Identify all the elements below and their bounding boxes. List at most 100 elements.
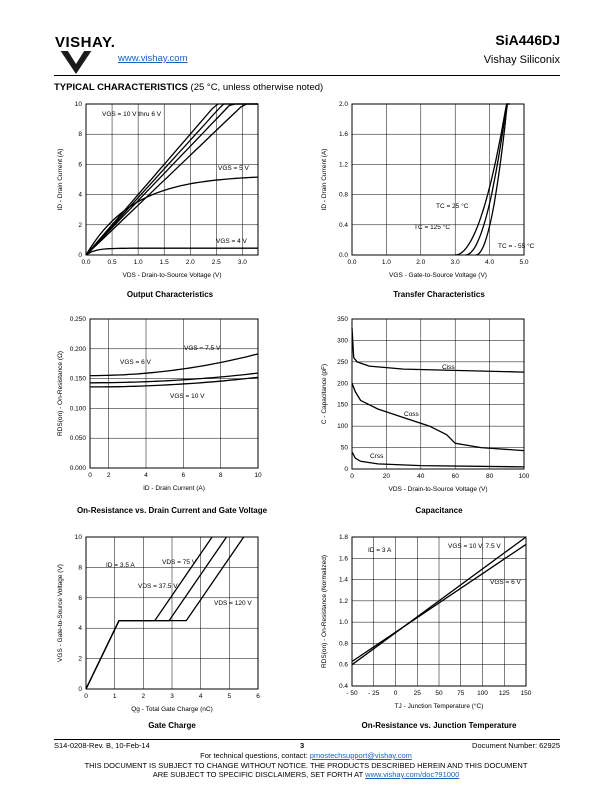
series-curve	[85, 536, 245, 690]
y-tick-label: 0.0	[339, 252, 348, 259]
x-tick-label: 5	[228, 693, 232, 700]
series-curve	[85, 176, 259, 256]
y-tick-label: 1.6	[339, 131, 348, 138]
plot-frame	[351, 536, 527, 687]
y-tick-label: 300	[337, 337, 348, 344]
x-tick-label: 50	[435, 690, 443, 697]
disclaimer-link[interactable]: www.vishay.com/doc?91000	[365, 770, 460, 779]
x-tick-label: - 50	[346, 690, 358, 697]
x-tick-label: 150	[521, 690, 532, 697]
x-tick-label: 3	[170, 693, 174, 700]
page-number: 3	[300, 741, 305, 750]
y-tick-label: 0.050	[70, 435, 87, 442]
y-tick-label: 0.000	[70, 465, 87, 472]
series-curve	[351, 383, 525, 452]
notice-line-1: THIS DOCUMENT IS SUBJECT TO CHANGE WITHO…	[84, 761, 528, 770]
curve-label: VGS = 10 V, 7.5 V	[448, 543, 501, 550]
section-title: TYPICAL CHARACTERISTICS (25 °C, unless o…	[54, 82, 324, 93]
y-tick-label: 1.6	[339, 555, 348, 562]
y-tick-label: 350	[337, 316, 348, 323]
y-tick-label: 2	[78, 222, 82, 229]
output-characteristics-chart: 0.0 0.5 1.0 1.5 2.0 2.5 3.0 0 2 4 6 8 10 VGS = 10 V t…	[57, 101, 259, 279]
y-tick-label: 1.4	[339, 577, 348, 584]
y-tick-label: 0.4	[339, 683, 348, 690]
curve-label: VDS = 120 V	[214, 600, 252, 607]
header-divider	[54, 75, 560, 76]
curve-label: VGS = 6 V	[490, 579, 522, 586]
y-tick-label: 6	[78, 161, 82, 168]
x-tick-label: 2	[107, 472, 111, 479]
x-tick-label: 20	[383, 473, 391, 480]
plot-frame	[85, 536, 259, 690]
curve-label: Coss	[404, 411, 420, 418]
curve-label: VGS = 6 V	[120, 359, 152, 366]
caption-capacitance: Capacitance	[415, 506, 463, 515]
section-subtitle: (25 °C, unless otherwise noted)	[190, 82, 324, 93]
transfer-characteristics-chart: 0.0 1.0 2.0 3.0 4.0 5.0 0.0 0.4 0.8 1.2 1.6 2.0 TC =…	[321, 101, 535, 279]
y-axis-title: RDS(on) - On-Resistance (Normalized)	[321, 555, 328, 668]
x-tick-label: 100	[477, 690, 488, 697]
x-tick-label: 0	[394, 690, 398, 697]
x-tick-label: 80	[486, 473, 494, 480]
x-tick-label: 4	[144, 472, 148, 479]
curve-label: VDS = 75 V	[162, 559, 197, 566]
curve-label: VGS = 7.5 V	[184, 345, 221, 352]
curve-label: VDS = 37.5 V	[138, 583, 178, 590]
notice-line-2: ARE SUBJECT TO SPECIFIC DISCLAIMERS, SET…	[152, 770, 460, 779]
y-tick-label: 0	[78, 252, 82, 259]
website-link[interactable]: www.vishay.com	[118, 53, 188, 64]
y-axis-title: C - Capacitance (pF)	[321, 364, 328, 424]
capacitance-chart: 0 20 40 60 80 100 0 50 100 150 200 250 300 350 Ciss Cos…	[321, 316, 530, 493]
on-resistance-vs-temperature-chart: - 50 - 25 0 25 50 75 100 125 150 0.4 0.6 0.8 1.0 1.2 1…	[321, 534, 532, 710]
gate-charge-chart: 0 1 2 3 4 5 6 0 2 4 6 8 10 ID = 3.5 A VDS = 75 V VDS = …	[57, 534, 260, 713]
x-axis-title: VGS - Gate-to-Source Voltage (V)	[389, 272, 487, 279]
x-tick-label: 75	[457, 690, 465, 697]
x-tick-label: 0.0	[347, 259, 356, 266]
x-axis-title: VDS - Drain-to-Source Voltage (V)	[389, 486, 488, 493]
x-tick-label: 1.0	[134, 259, 143, 266]
curve-label: VGS = 10 V thru 6 V	[102, 111, 162, 118]
curve-label: TC = 25 °C	[436, 202, 469, 210]
y-tick-label: 100	[337, 423, 348, 430]
technical-contact: For technical questions, contact: pmoste…	[200, 751, 412, 760]
x-tick-label: 5.0	[519, 259, 528, 266]
y-axis-title: ID - Drain Current (A)	[321, 149, 328, 211]
curve-label: ID = 3.5 A	[106, 562, 135, 569]
y-tick-label: 8	[78, 131, 82, 138]
document-number: Document Number: 62925	[472, 741, 560, 750]
y-tick-label: 200	[337, 380, 348, 387]
x-tick-label: 6	[182, 472, 186, 479]
x-tick-label: 1.0	[382, 259, 391, 266]
y-tick-label: 0.6	[339, 662, 348, 669]
curve-label: ID = 3 A	[368, 547, 392, 554]
x-tick-label: 0.5	[108, 259, 117, 266]
series-curve	[351, 451, 525, 468]
series-curve	[475, 103, 509, 256]
series-curve	[85, 247, 258, 256]
x-tick-label: 2.0	[186, 259, 195, 266]
x-tick-label: 0.0	[81, 259, 90, 266]
y-tick-label: 2	[78, 656, 82, 663]
series-curve	[465, 103, 511, 256]
y-axis-title: VGS - Gate-to-Source Voltage (V)	[57, 564, 64, 662]
x-axis-title: Qg - Total Gate Charge (nC)	[131, 706, 213, 713]
curve-label: Ciss	[442, 364, 455, 371]
logo-text: VISHAY.	[54, 34, 117, 51]
x-tick-label: 125	[499, 690, 510, 697]
plot-frame	[89, 318, 259, 469]
y-tick-label: 8	[78, 564, 82, 571]
document-revision: S14-0208-Rev. B, 10-Feb-14	[54, 741, 150, 750]
plot-frame	[85, 103, 259, 256]
y-tick-label: 0.4	[339, 222, 348, 229]
footer-divider	[54, 739, 560, 740]
x-tick-label: 2	[142, 693, 146, 700]
y-tick-label: 50	[341, 445, 349, 452]
x-tick-label: 4	[199, 693, 203, 700]
x-tick-label: 1	[113, 693, 117, 700]
caption-on-resistance-temperature: On-Resistance vs. Junction Temperature	[361, 721, 517, 730]
series-curve	[85, 103, 258, 256]
y-axis-title: ID - Drain Current (A)	[57, 149, 64, 211]
support-email-link[interactable]: pmostechsupport@vishay.com	[309, 751, 412, 760]
curve-label: VGS = 10 V	[170, 393, 205, 400]
y-tick-label: 1.2	[339, 598, 348, 605]
